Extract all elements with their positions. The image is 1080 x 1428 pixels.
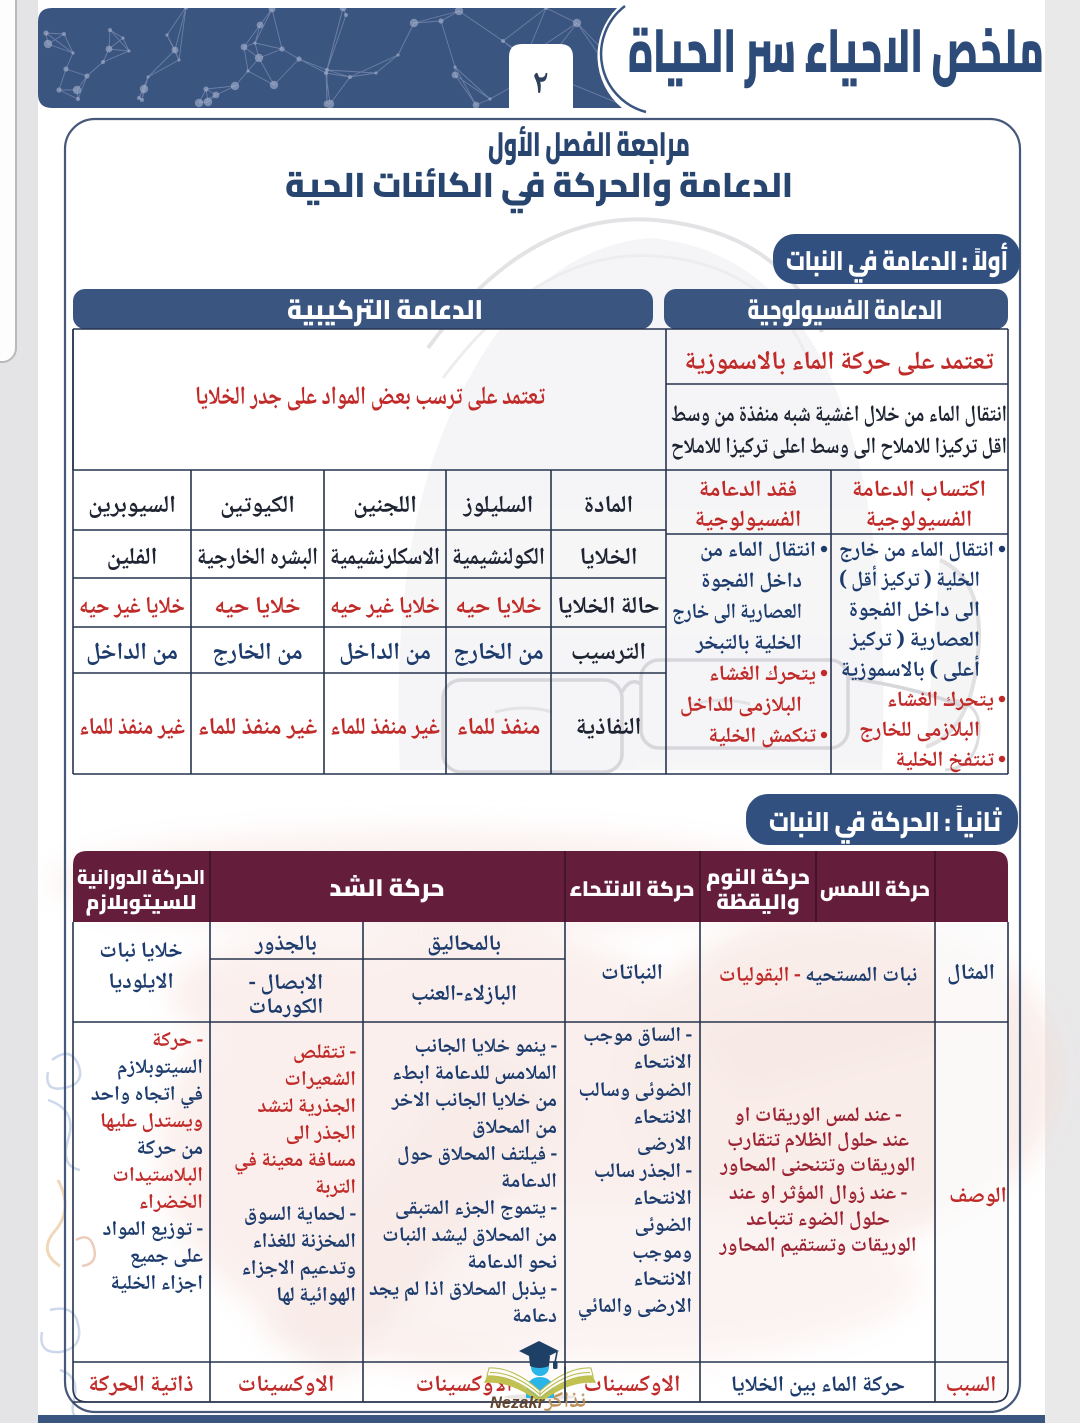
svg-text:Nezakr: Nezakr [490, 1394, 546, 1412]
